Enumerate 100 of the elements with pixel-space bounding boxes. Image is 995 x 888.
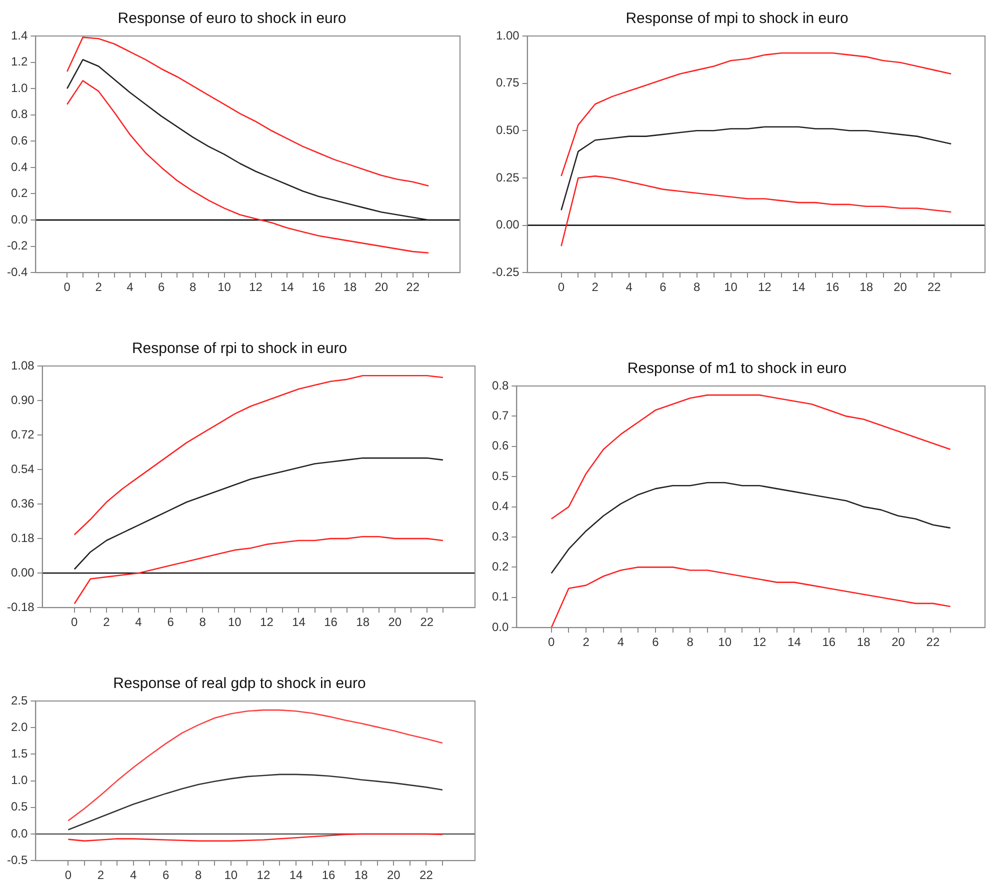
y-tick-label: 1.2 [10, 54, 28, 69]
x-tick-label: 22 [406, 280, 420, 294]
y-tick-label: 0.18 [10, 530, 35, 545]
y-tick-label: 0.00 [10, 565, 35, 580]
y-tick-label: -0.25 [492, 264, 520, 279]
x-tick-label: 2 [592, 280, 599, 294]
chart-title: Response of rpi to shock in euro [132, 340, 348, 358]
chart-title: Response of m1 to shock in euro [627, 360, 847, 378]
x-tick-label: 4 [130, 868, 137, 882]
x-tick-label: 6 [162, 868, 170, 882]
x-tick-label: 8 [694, 280, 701, 294]
x-tick-label: 22 [420, 615, 434, 630]
x-tick-label: 6 [167, 615, 174, 630]
x-tick-label: 0 [64, 280, 71, 294]
x-tick-label: 22 [926, 635, 940, 650]
x-tick-label: 10 [724, 280, 738, 294]
y-tick-label: -0.18 [6, 600, 35, 614]
x-tick-label: 2 [582, 635, 590, 650]
x-tick-label: 14 [792, 280, 806, 294]
y-tick-label: 0.8 [492, 378, 509, 392]
y-tick-label: 2.5 [10, 693, 28, 708]
y-tick-label: 1.0 [10, 773, 28, 788]
y-tick-label: 0.1 [492, 590, 509, 604]
y-tick-label: 0.90 [10, 392, 35, 407]
y-tick-label: 0.72 [10, 427, 35, 442]
y-tick-label: 0.0 [10, 212, 28, 226]
y-tick-label: 1.4 [10, 28, 28, 42]
x-tick-label: 14 [292, 615, 306, 630]
x-tick-label: 8 [686, 635, 694, 650]
y-tick-label: 2.0 [10, 720, 28, 734]
y-tick-label: 1.0 [10, 80, 28, 95]
x-tick-label: 6 [660, 280, 667, 294]
x-tick-label: 0 [71, 615, 78, 630]
y-tick-label: 0.5 [492, 468, 509, 483]
y-tick-label: 0.7 [492, 408, 509, 423]
x-tick-label: 22 [927, 280, 942, 294]
x-tick-label: 0 [64, 868, 72, 882]
x-tick-label: 12 [249, 280, 263, 294]
x-tick-label: 20 [374, 280, 388, 294]
y-tick-label: 0.0 [10, 826, 28, 840]
x-tick-label: 12 [752, 635, 767, 650]
x-tick-label: 18 [856, 635, 871, 650]
x-tick-label: 10 [224, 868, 238, 882]
y-tick-label: 0.50 [496, 122, 520, 137]
x-tick-label: 4 [126, 280, 134, 294]
y-tick-label: 0.2 [492, 560, 509, 574]
y-tick-label: 0.4 [492, 499, 509, 514]
y-tick-label: 1.08 [10, 358, 35, 372]
x-tick-label: 12 [758, 280, 772, 294]
x-tick-label: 16 [826, 280, 840, 294]
x-tick-label: 20 [386, 868, 401, 882]
x-tick-label: 2 [103, 615, 110, 630]
x-tick-label: 14 [289, 868, 304, 882]
x-tick-label: 6 [652, 635, 660, 650]
x-tick-label: 18 [343, 280, 357, 294]
x-tick-label: 10 [228, 615, 242, 630]
y-tick-label: -0.2 [6, 238, 28, 253]
y-tick-label: 0.75 [496, 76, 520, 90]
x-tick-label: 6 [158, 280, 166, 294]
y-tick-label: 0.5 [10, 800, 28, 814]
x-tick-label: 4 [135, 615, 142, 630]
x-tick-label: 20 [892, 635, 906, 650]
y-tick-label: -0.5 [6, 852, 28, 867]
x-tick-label: 18 [354, 868, 368, 882]
x-tick-label: 8 [195, 868, 202, 882]
x-tick-label: 2 [95, 280, 102, 294]
y-tick-label: 0.00 [496, 218, 520, 232]
x-tick-label: 12 [260, 615, 274, 630]
y-tick-label: 0.36 [10, 496, 35, 510]
y-tick-label: 0.4 [10, 160, 28, 174]
x-tick-label: 18 [356, 615, 370, 630]
y-tick-label: 0.6 [10, 133, 28, 148]
x-tick-label: 0 [558, 280, 565, 294]
chart-title: Response of euro to shock in euro [118, 10, 346, 28]
x-tick-label: 4 [626, 280, 633, 294]
x-tick-label: 10 [218, 280, 232, 294]
x-tick-label: 10 [718, 635, 732, 650]
x-tick-label: 0 [548, 635, 556, 650]
y-tick-label: 0.54 [10, 462, 35, 476]
x-tick-label: 20 [388, 615, 402, 630]
x-tick-label: 16 [324, 615, 338, 630]
y-tick-label: 0.6 [492, 438, 509, 453]
x-tick-label: 8 [189, 280, 196, 294]
x-tick-label: 16 [322, 868, 336, 882]
chart-title: Response of mpi to shock in euro [626, 10, 848, 28]
x-tick-label: 14 [788, 635, 802, 650]
x-tick-label: 16 [822, 635, 836, 650]
x-tick-label: 20 [894, 280, 908, 294]
chart-title: Response of real gdp to shock in euro [113, 675, 366, 692]
y-tick-label: 1.5 [10, 746, 28, 761]
y-tick-label: 1.00 [496, 28, 520, 42]
x-tick-label: 8 [199, 615, 206, 630]
x-tick-label: 2 [97, 868, 104, 882]
y-tick-label: 0.0 [492, 620, 509, 634]
x-tick-label: 12 [256, 868, 270, 882]
y-tick-label: 0.25 [496, 170, 520, 184]
y-tick-label: 0.8 [10, 107, 28, 122]
x-tick-label: 18 [860, 280, 874, 294]
y-tick-label: 0.3 [492, 529, 509, 544]
y-tick-label: -0.4 [6, 264, 28, 279]
